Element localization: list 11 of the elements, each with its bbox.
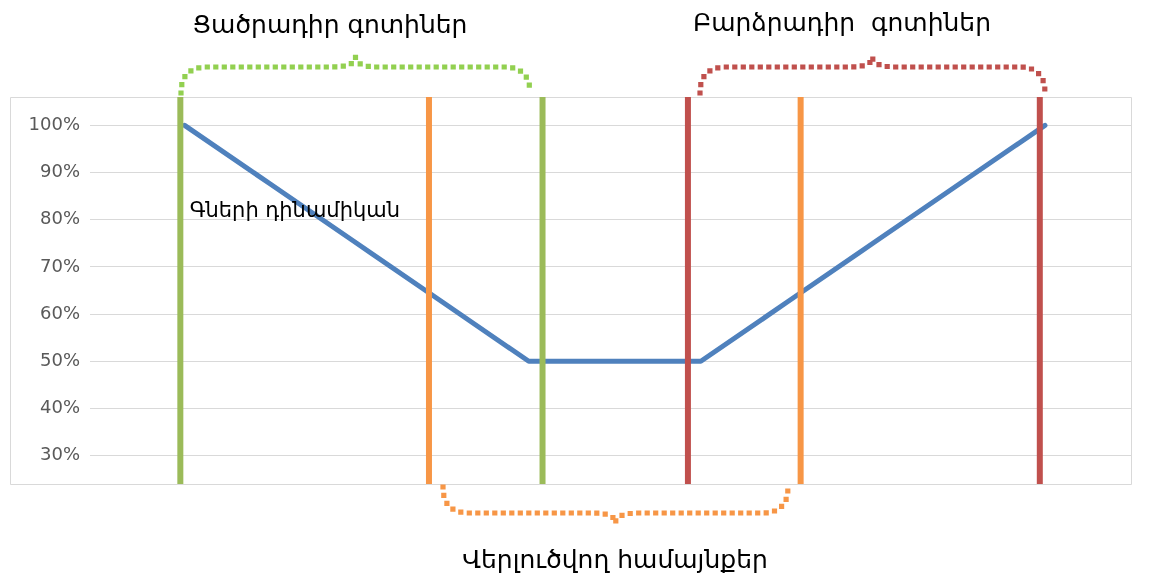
y-tick-label: 70% [39,254,80,276]
y-tick-label: 40% [39,396,80,418]
text: Ցածրադիր գոտիներ [192,10,468,39]
y-tick-label: 30% [39,443,80,465]
text: Վերլուծվող համայնքեր [462,545,768,574]
y-tick-label: 90% [39,160,80,182]
y-tick-label: 50% [39,348,80,370]
text: Բարձրադիր գոտիներ [692,8,992,37]
y-tick-label: 100% [28,112,80,134]
y-tick-label: 60% [39,301,80,323]
y-tick-label: 80% [39,207,80,229]
